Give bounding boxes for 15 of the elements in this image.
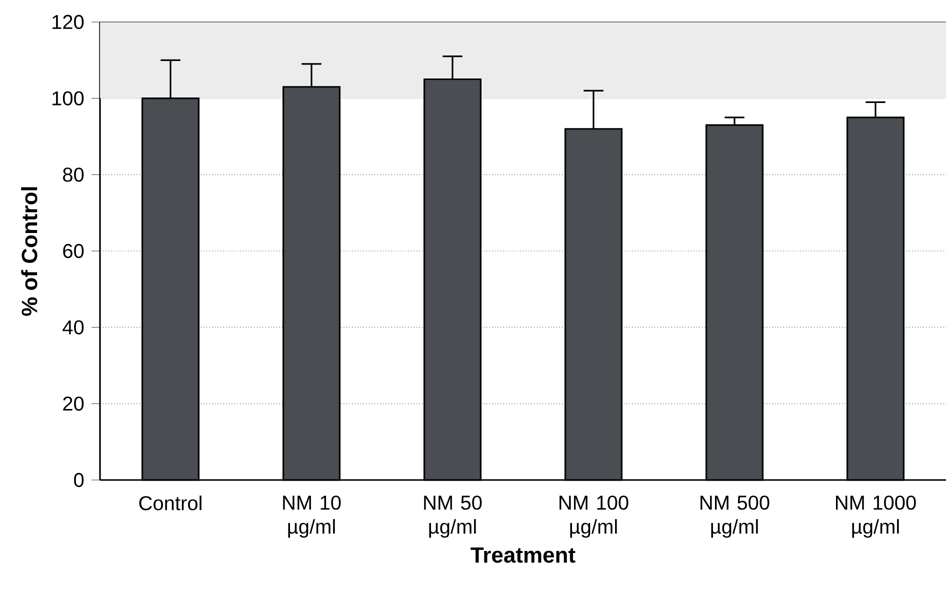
x-axis-title: Treatment: [470, 547, 576, 563]
x-tick-label: NM 50 µg/ml: [424, 496, 482, 538]
y-tick-label: 80: [63, 168, 84, 182]
y-tick-label: 100: [52, 91, 84, 106]
y-tick-label: 0: [74, 472, 84, 488]
y-tick-label: 40: [62, 320, 84, 334]
y-tick-label: 60: [63, 244, 84, 258]
y-tick-label: 120: [52, 14, 84, 30]
x-tick-label: NM 500 µg/ml: [700, 496, 770, 538]
y-tick-label: 20: [63, 396, 84, 411]
y-axis-title: % of Control: [21, 187, 38, 316]
x-tick-label: NM 100 µg/ml: [560, 496, 628, 538]
x-tick-label: NM 1000 µg/ml: [836, 496, 916, 538]
x-tick-label: NM 10 µg/ml: [283, 496, 341, 538]
x-tick-label: Control: [139, 496, 202, 510]
